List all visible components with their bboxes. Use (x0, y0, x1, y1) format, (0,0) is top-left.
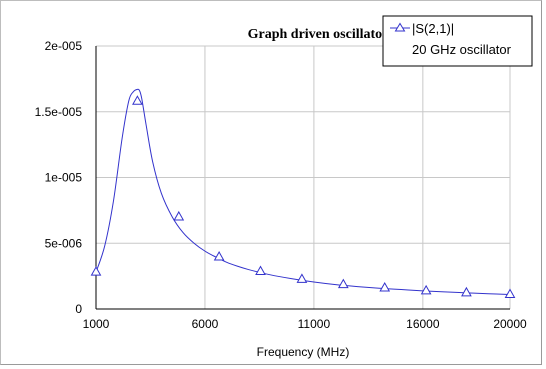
y-tick-label: 0 (75, 302, 82, 316)
y-tick-label: 2e-005 (45, 39, 83, 53)
triangle-marker (213, 251, 225, 261)
chart-title: Graph driven oscillator (248, 27, 389, 42)
triangle-marker (90, 266, 102, 276)
triangle-marker (379, 281, 391, 292)
y-tick-label: 1.5e-005 (35, 105, 83, 119)
triangle-marker (255, 265, 266, 276)
y-tick-label: 1e-005 (45, 171, 83, 185)
triangle-marker (173, 210, 185, 221)
triangle-marker (504, 288, 516, 299)
legend-marker-icon (394, 22, 406, 32)
legend-entry-subtitle: 20 GHz oscillator (412, 42, 512, 57)
legend-entry-series: |S(2,1)| (412, 21, 454, 36)
x-tick-label: 11000 (298, 317, 331, 331)
x-axis-label: Frequency (MHz) (257, 345, 350, 359)
triangle-marker (420, 284, 432, 295)
y-tick-label: 5e-006 (45, 236, 83, 250)
x-tick-label: 20000 (493, 317, 527, 331)
triangle-marker (132, 95, 143, 105)
x-tick-label: 6000 (192, 317, 219, 331)
triangle-marker (337, 278, 349, 289)
axis-layer (95, 46, 510, 310)
grid-layer (96, 45, 511, 309)
x-tick-label: 16000 (406, 317, 440, 331)
marker-layer (90, 95, 516, 299)
series-layer (95, 88, 511, 296)
series-line (95, 88, 511, 296)
x-tick-label: 1000 (83, 317, 110, 331)
legend: |S(2,1)| 20 GHz oscillator (382, 15, 533, 67)
tick-layer: 1000 6000 11000 16000 20000 0 5e-006 1e-005 1.5e… (35, 39, 527, 331)
triangle-marker (461, 286, 472, 297)
legend-box (382, 15, 533, 67)
triangle-marker (296, 273, 308, 283)
